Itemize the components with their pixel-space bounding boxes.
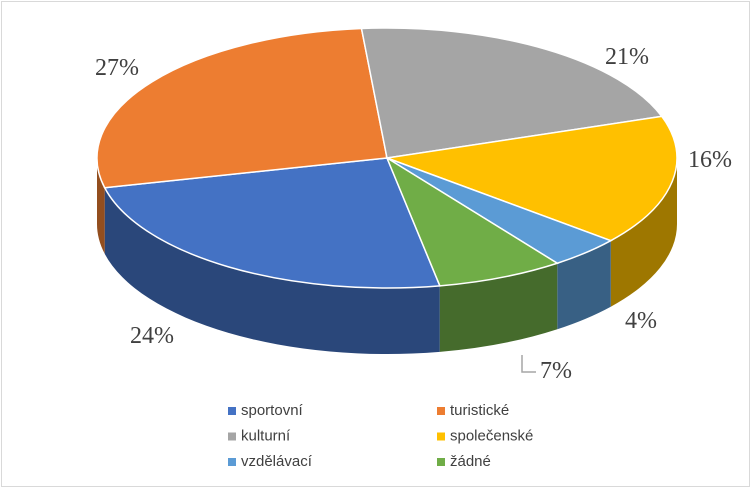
legend-swatch [228,407,236,415]
pie-side [97,158,105,254]
legend-swatch [437,458,445,466]
pie-slice [385,156,560,287]
legend-label: kulturní [241,427,291,444]
data-label: 16% [688,147,732,173]
pie-tops [96,27,678,289]
legend-label: turistické [450,402,509,419]
pie-sides [97,158,677,354]
data-label: 21% [605,44,649,70]
legend-label: vzdělávací [241,453,313,470]
legend-label: sportovní [241,402,304,419]
pie-side [557,240,611,330]
legend-label: společenské [450,427,533,444]
pie-side [610,158,677,307]
legend-swatch [228,432,236,441]
legend-swatch [228,458,236,466]
data-label: 4% [625,308,657,334]
leader-line [521,355,536,373]
pie-slice [96,27,388,189]
legend: sportovní turistické kulturní společenské vz… [228,402,533,470]
data-labels: 24% 27% 21% 16% 4% 7% [95,44,732,384]
pie-slice [360,27,664,159]
legend-swatch [437,432,445,441]
data-label: 27% [95,55,139,81]
legend-label: žádné [450,453,491,470]
data-label: 7% [540,358,572,384]
pie-slice [103,157,441,289]
data-label: 24% [130,323,174,349]
pie-side [104,187,440,354]
pie-slice [386,115,678,242]
pie-side [439,263,558,352]
legend-swatch [437,407,445,415]
